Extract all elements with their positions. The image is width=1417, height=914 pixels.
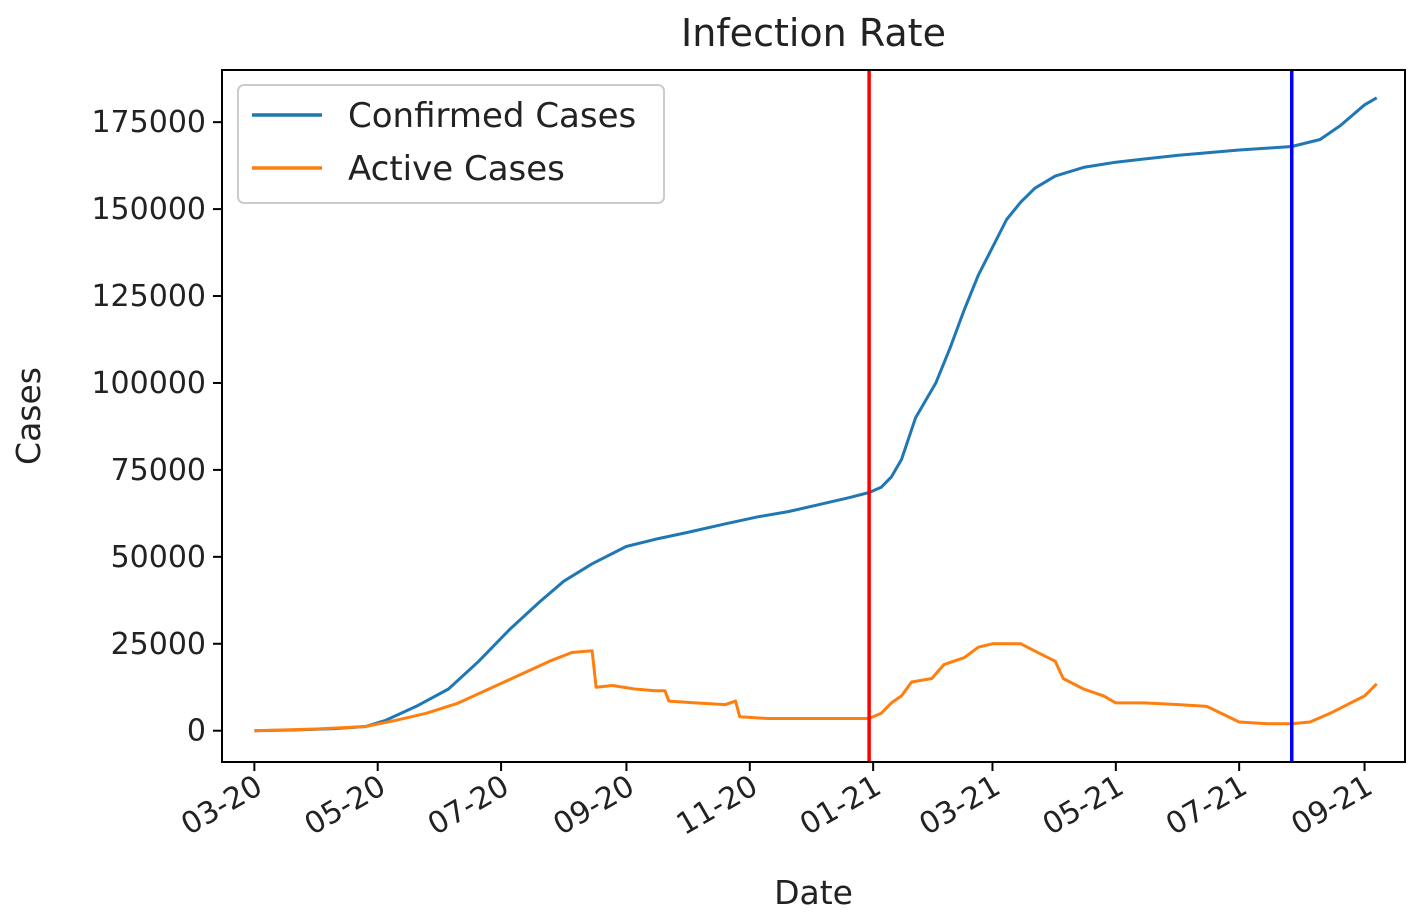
x-tick-label: 07-20 (422, 769, 515, 843)
series-line-1 (254, 96, 1378, 733)
plot-frame (221, 69, 1406, 763)
x-tick-label: 03-20 (175, 769, 268, 843)
x-tick-label: 09-20 (547, 769, 640, 843)
x-tick-label: 05-21 (1037, 769, 1130, 843)
legend-label-2: Active Cases (348, 149, 565, 189)
y-tick-label: 50000 (111, 540, 206, 575)
plot-area: 0 25000 50000 75000 100000 125000 150000 175000… (91, 69, 1406, 843)
x-tick-label: 07-21 (1160, 769, 1253, 843)
series-line-2 (254, 642, 1378, 733)
x-axis-label: Date (774, 873, 853, 912)
y-tick-label: 100000 (91, 366, 206, 401)
chart-title: Infection Rate (681, 11, 946, 55)
legend-box (237, 84, 665, 204)
y-tick-label: 0 (187, 714, 206, 749)
y-axis-label: Cases (9, 367, 48, 465)
x-tick-label: 11-20 (671, 769, 764, 843)
x-tick-label: 05-20 (299, 769, 392, 843)
y-tick-label: 150000 (91, 192, 206, 227)
y-tick-label: 25000 (111, 627, 206, 662)
x-tick-label: 01-21 (794, 769, 887, 843)
legend: Confirmed Cases Active Cases (237, 84, 665, 204)
x-tick-label: 09-21 (1286, 769, 1379, 843)
x-tick-label: 03-21 (913, 769, 1006, 843)
y-tick-label: 125000 (91, 279, 206, 314)
y-tick-label: 175000 (91, 105, 206, 140)
y-tick-label: 75000 (111, 453, 206, 488)
legend-label-1: Confirmed Cases (348, 96, 636, 136)
